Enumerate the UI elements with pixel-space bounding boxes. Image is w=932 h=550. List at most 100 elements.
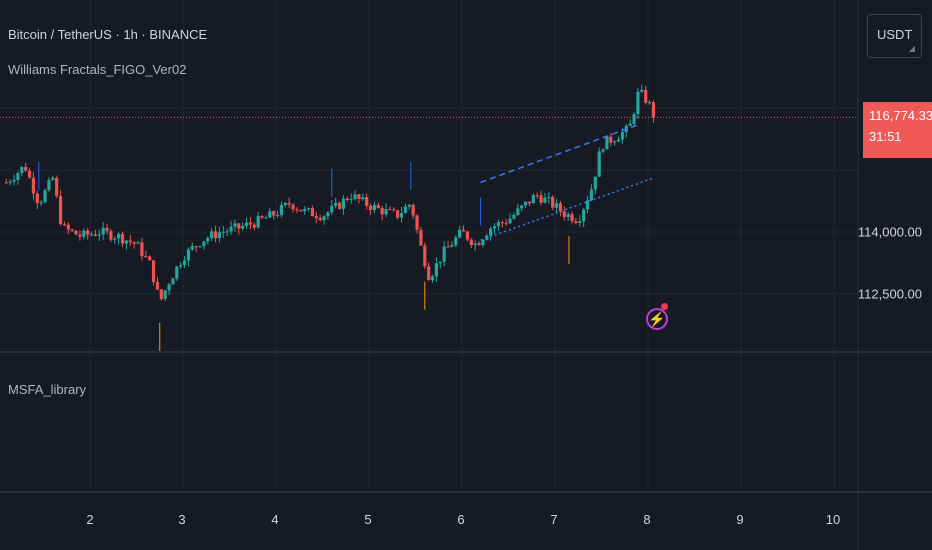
- currency-button[interactable]: USDT ◢: [867, 14, 922, 58]
- candle-body: [365, 197, 369, 206]
- last-price-tag: 116,774.33 31:51: [863, 102, 932, 158]
- candle-body: [39, 202, 43, 204]
- candle-body: [256, 216, 260, 228]
- candle-body: [182, 260, 187, 266]
- candle-body: [651, 102, 656, 118]
- candle-body: [113, 238, 117, 240]
- candle-body: [136, 242, 140, 244]
- lightning-icon[interactable]: ⚡: [646, 308, 668, 330]
- time-axis-label: 6: [457, 512, 465, 527]
- candle-body: [4, 182, 8, 184]
- candle-body: [248, 222, 253, 225]
- candle-body: [291, 204, 295, 210]
- candle-body: [465, 231, 470, 240]
- candle-body: [458, 229, 462, 238]
- candle-body: [372, 204, 377, 210]
- alert-badge: [661, 303, 668, 310]
- candle-body: [109, 231, 113, 240]
- candle-body: [640, 89, 644, 92]
- candle-body: [217, 232, 222, 239]
- candle-body: [179, 265, 183, 267]
- time-axis-label: 10: [825, 512, 841, 527]
- candle-body: [20, 166, 24, 174]
- candle-body: [423, 245, 427, 267]
- candle-body: [314, 216, 318, 219]
- lower-pane-title[interactable]: MSFA_library: [8, 382, 87, 397]
- candle-body: [558, 203, 563, 212]
- candle-body: [613, 141, 617, 143]
- candle-body: [78, 234, 82, 237]
- last-price-value: 116,774.33: [869, 108, 932, 123]
- candle-body: [175, 266, 179, 279]
- candle-body: [399, 212, 404, 218]
- candle-body: [496, 222, 501, 227]
- candle-body: [225, 231, 229, 233]
- time-axis-label: 4: [271, 512, 279, 527]
- indicator-title[interactable]: Williams Fractals_FIGO_Ver02: [8, 62, 187, 77]
- bar-countdown: 31:51: [869, 129, 902, 144]
- candle-body: [233, 223, 237, 227]
- candle-body: [419, 229, 423, 246]
- candle-body: [489, 228, 493, 236]
- candle-body: [601, 149, 605, 152]
- candle-body: [70, 229, 74, 231]
- candle-body: [609, 136, 613, 143]
- candle-body: [206, 238, 210, 242]
- candle-body: [523, 201, 528, 206]
- candle-body: [520, 205, 524, 209]
- price-axis-label: 112,500.00: [857, 286, 922, 302]
- price-axis-label: 114,000.00: [857, 224, 922, 240]
- candle-body: [31, 177, 36, 194]
- candle-body: [167, 284, 171, 291]
- candle-body: [628, 123, 632, 126]
- candle-body: [337, 202, 342, 209]
- candle-body: [334, 202, 338, 206]
- candle-body: [481, 239, 485, 246]
- candle-body: [58, 196, 63, 225]
- candle-body: [531, 195, 535, 204]
- candle-body: [74, 230, 78, 235]
- candle-body: [66, 224, 70, 230]
- candle-body: [268, 211, 272, 218]
- candle-body: [504, 222, 508, 224]
- currency-label: USDT: [877, 27, 913, 42]
- candle-body: [450, 245, 454, 247]
- candle-body: [82, 230, 86, 237]
- candle-body: [47, 179, 51, 191]
- candle-body: [105, 227, 109, 232]
- candle-body: [403, 206, 408, 213]
- candle-body: [345, 198, 349, 200]
- candle-body: [287, 202, 291, 205]
- candle-body: [303, 208, 307, 212]
- candle-body: [430, 276, 435, 281]
- candle-body: [93, 234, 98, 236]
- candle-body: [647, 102, 652, 104]
- candle-body: [272, 211, 276, 216]
- candle-body: [589, 189, 594, 201]
- candle-body: [438, 261, 442, 264]
- candle-body: [473, 243, 477, 246]
- candle-body: [27, 170, 32, 178]
- candle-body: [597, 151, 601, 177]
- candle-body: [210, 231, 214, 239]
- candle-body: [159, 289, 163, 299]
- candle-body: [376, 204, 380, 209]
- candle-body: [644, 89, 648, 103]
- candle-body: [155, 281, 160, 290]
- candle-body: [396, 210, 400, 218]
- candle-body: [562, 211, 566, 217]
- candle-body: [434, 263, 439, 277]
- candle-body: [322, 216, 326, 221]
- candle-body: [368, 205, 373, 210]
- candle-body: [306, 208, 311, 210]
- candle-body: [605, 136, 609, 150]
- time-axis-label: 8: [643, 512, 651, 527]
- candle-body: [244, 222, 249, 226]
- time-axis-label: 2: [86, 512, 94, 527]
- candle-body: [43, 190, 47, 203]
- candle-body: [132, 242, 136, 244]
- candle-body: [543, 197, 547, 203]
- symbol-title[interactable]: Bitcoin / TetherUS · 1h · BINANCE: [8, 27, 208, 42]
